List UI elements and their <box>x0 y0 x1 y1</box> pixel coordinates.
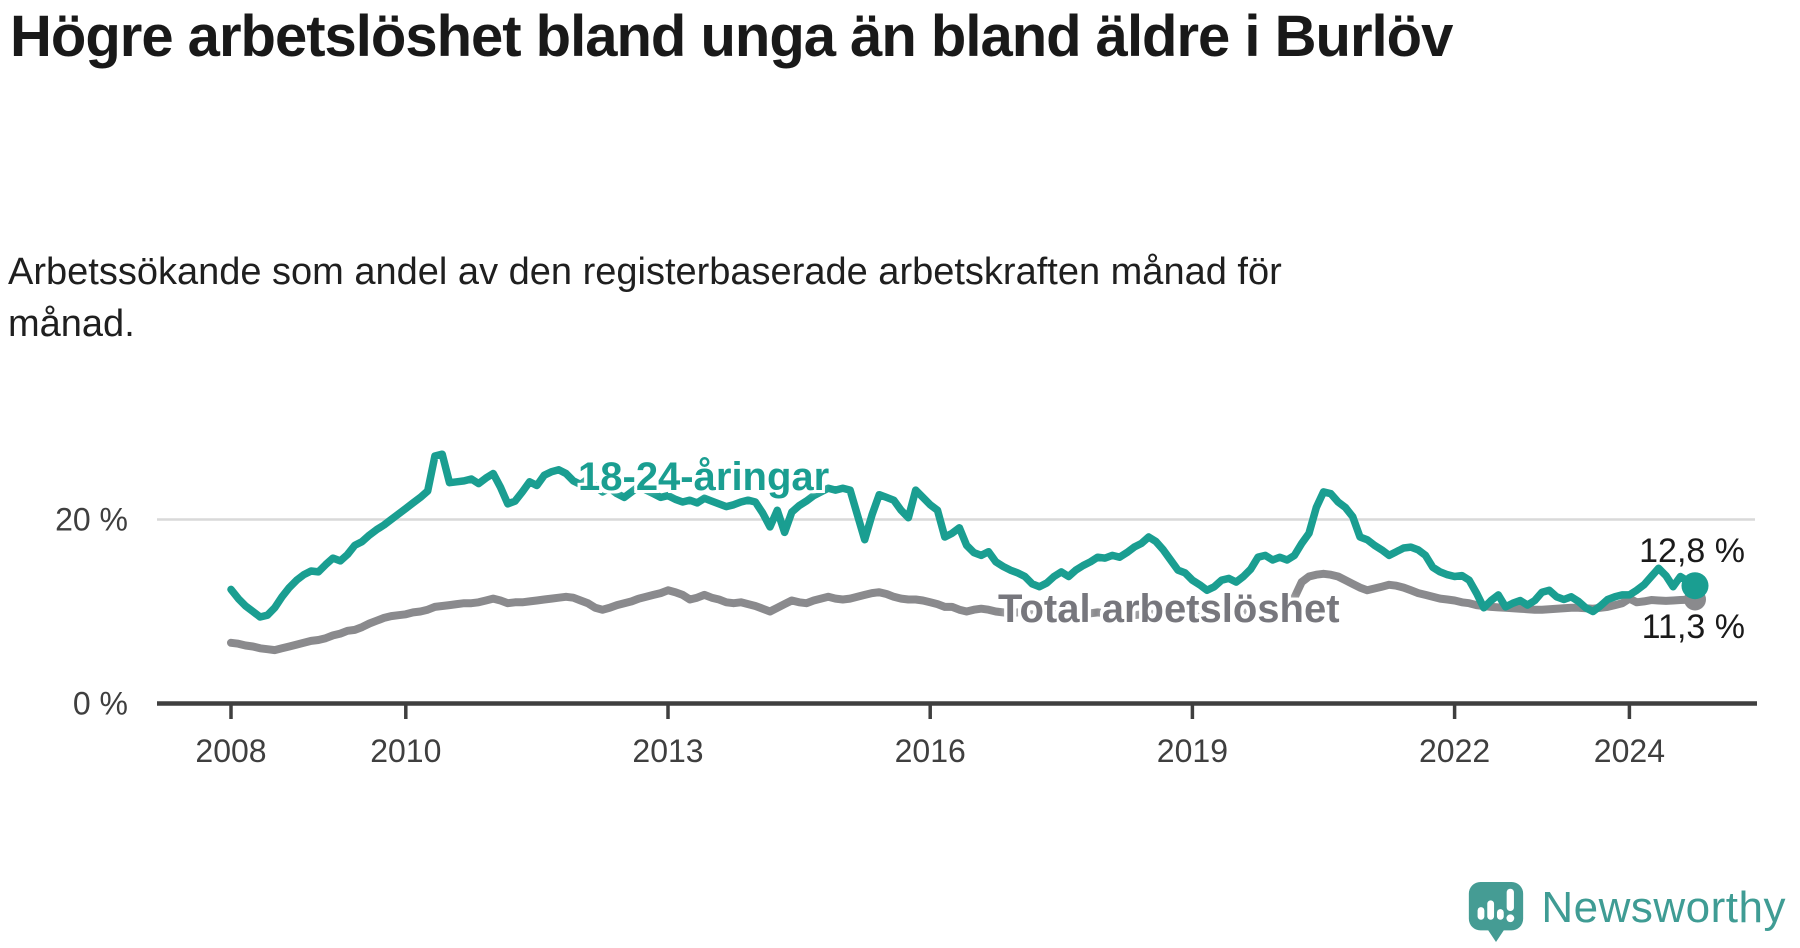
newsworthy-badge-icon <box>1469 881 1524 943</box>
y-tick-label: 0 % <box>73 686 128 722</box>
end-value-young: 12,8 % <box>1639 532 1745 570</box>
x-tick-label: 2008 <box>195 733 266 769</box>
chart-subtitle: Arbetssökande som andel av den registerb… <box>8 251 1282 345</box>
x-tick-label: 2019 <box>1157 733 1228 769</box>
x-tick-label: 2013 <box>632 733 703 769</box>
series-label-total: Total arbetslöshet <box>998 587 1340 631</box>
x-ticks: 2008 2010 2013 2016 2019 2022 2024 <box>195 705 1665 769</box>
series-label-young: 18-24-åringar <box>578 455 830 499</box>
x-tick-label: 2022 <box>1419 733 1490 769</box>
series-line-total <box>227 569 1699 655</box>
x-tick-label: 2024 <box>1594 733 1665 769</box>
x-tick-label: 2016 <box>895 733 966 769</box>
x-tick-label: 2010 <box>370 733 441 769</box>
page-title: Högre arbetslöshet bland unga än bland ä… <box>10 4 1453 69</box>
y-tick-label: 20 % <box>55 502 128 538</box>
newsworthy-logo[interactable]: Newsworthy <box>1466 880 1786 944</box>
y-tick-labels: 20 % 0 % <box>55 502 128 722</box>
series-line-young <box>227 450 1699 621</box>
end-value-total: 11,3 % <box>1641 608 1745 646</box>
newsworthy-wordmark: Newsworthy <box>1541 883 1786 932</box>
series-dot-young <box>1681 572 1709 600</box>
